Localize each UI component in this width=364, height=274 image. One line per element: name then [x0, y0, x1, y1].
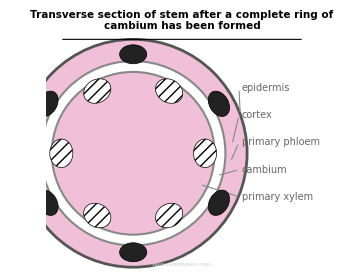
Ellipse shape — [84, 79, 111, 103]
Ellipse shape — [50, 139, 73, 167]
Circle shape — [19, 39, 247, 267]
Text: primary phloem: primary phloem — [242, 138, 320, 147]
Text: www.sliderbases.com: www.sliderbases.com — [152, 262, 212, 267]
Text: Transverse section of stem after a complete ring of
cambium has been formed: Transverse section of stem after a compl… — [30, 10, 334, 31]
Circle shape — [52, 72, 214, 235]
Ellipse shape — [155, 203, 183, 228]
Ellipse shape — [208, 91, 230, 116]
Circle shape — [41, 61, 225, 246]
Ellipse shape — [37, 91, 58, 116]
Ellipse shape — [208, 190, 230, 215]
Ellipse shape — [37, 190, 58, 215]
Text: cambium: cambium — [242, 165, 287, 175]
Ellipse shape — [120, 243, 147, 262]
Ellipse shape — [120, 45, 147, 64]
Text: primary xylem: primary xylem — [242, 192, 313, 202]
Text: cortex: cortex — [242, 110, 272, 120]
Ellipse shape — [194, 139, 217, 167]
Text: epidermis: epidermis — [242, 83, 290, 93]
Ellipse shape — [155, 79, 183, 103]
Ellipse shape — [84, 203, 111, 228]
